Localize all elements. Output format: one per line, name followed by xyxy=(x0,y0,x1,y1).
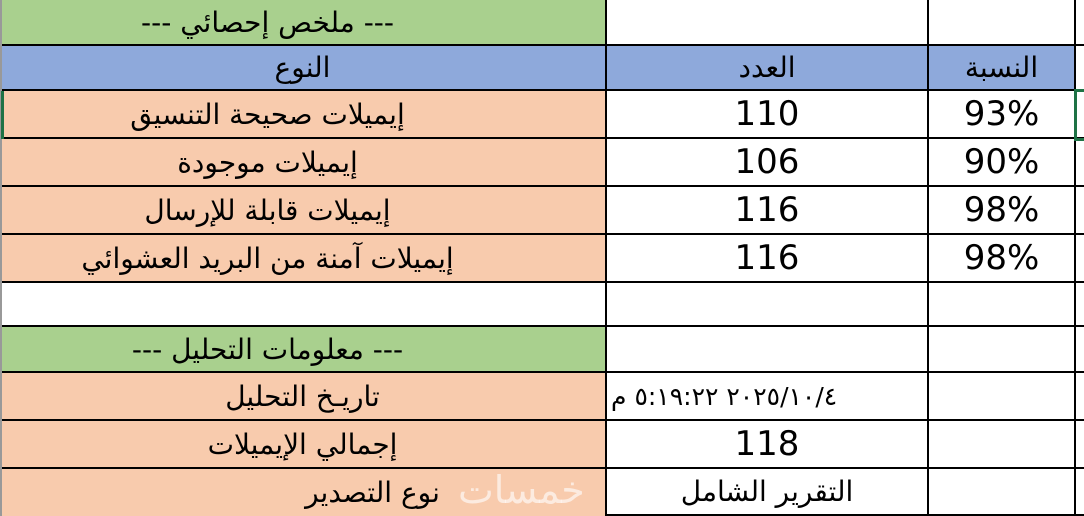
cell-row0-type[interactable]: إيميلات صحيحة التنسيق xyxy=(0,91,607,139)
cell-row0-percent[interactable]: 93% xyxy=(929,91,1076,139)
cell-empty-r10c3[interactable] xyxy=(929,421,1076,469)
cell-row1-count[interactable]: 106 xyxy=(607,139,929,187)
cell-header-type[interactable]: النوع xyxy=(0,46,607,91)
cell-empty-r6c4[interactable] xyxy=(1076,235,1084,283)
cell-row1-percent[interactable]: 90% xyxy=(929,139,1076,187)
cell-row2-type[interactable]: إيميلات قابلة للإرسال xyxy=(0,187,607,235)
cell-empty-r5c4[interactable] xyxy=(1076,187,1084,235)
cell-row2-count[interactable]: 116 xyxy=(607,187,929,235)
cell-analysis-title[interactable]: --- معلومات التحليل --- xyxy=(0,327,607,373)
cell-row3-percent[interactable]: 98% xyxy=(929,235,1076,283)
cell-empty-r7c2[interactable] xyxy=(607,283,929,327)
cell-empty-r4c4[interactable] xyxy=(1076,139,1084,187)
cell-total-emails-label[interactable]: إجمالي الإيميلات xyxy=(0,421,607,469)
cell-empty-r11c3[interactable] xyxy=(929,469,1076,516)
cell-empty-r7c1[interactable] xyxy=(0,283,607,327)
cell-empty-r1c4[interactable] xyxy=(1076,0,1084,46)
cell-analysis-date-label[interactable]: تاريـخ التحليل xyxy=(0,373,607,421)
cell-row0-count[interactable]: 110 xyxy=(607,91,929,139)
cell-empty-r9c3[interactable] xyxy=(929,373,1076,421)
cell-empty-r7c3[interactable] xyxy=(929,283,1076,327)
selection-outline-left xyxy=(1,91,4,139)
cell-empty-r11c4[interactable] xyxy=(1076,469,1084,516)
cell-export-type-label[interactable]: نوع التصدير xyxy=(0,469,607,516)
cell-empty-r10c4[interactable] xyxy=(1076,421,1084,469)
cell-empty-r2c4[interactable] xyxy=(1076,46,1084,91)
cell-empty-r7c4[interactable] xyxy=(1076,283,1084,327)
cell-empty-r1c3[interactable] xyxy=(929,0,1076,46)
cell-row3-type[interactable]: إيميلات آمنة من البريد العشوائي xyxy=(0,235,607,283)
cell-empty-r8c3[interactable] xyxy=(929,327,1076,373)
cell-total-emails-value[interactable]: 118 xyxy=(607,421,929,469)
selection-outline-right xyxy=(1074,89,1084,141)
cell-header-percent[interactable]: النسبة xyxy=(929,46,1076,91)
cell-empty-r1c2[interactable] xyxy=(607,0,929,46)
cell-analysis-date-value[interactable]: ٢٠٢٥/١٠/٤ ٥:١٩:٢٢ م xyxy=(607,373,929,421)
cell-empty-r8c2[interactable] xyxy=(607,327,929,373)
cell-row3-count[interactable]: 116 xyxy=(607,235,929,283)
window-edge xyxy=(0,0,2,516)
cell-summary-title[interactable]: --- ملخص إحصائي --- xyxy=(0,0,607,46)
cell-row1-type[interactable]: إيميلات موجودة xyxy=(0,139,607,187)
cell-export-type-value[interactable]: التقرير الشامل xyxy=(607,469,929,516)
cell-row2-percent[interactable]: 98% xyxy=(929,187,1076,235)
cell-header-count[interactable]: العدد xyxy=(607,46,929,91)
cell-empty-r9c4[interactable] xyxy=(1076,373,1084,421)
cell-empty-r8c4[interactable] xyxy=(1076,327,1084,373)
